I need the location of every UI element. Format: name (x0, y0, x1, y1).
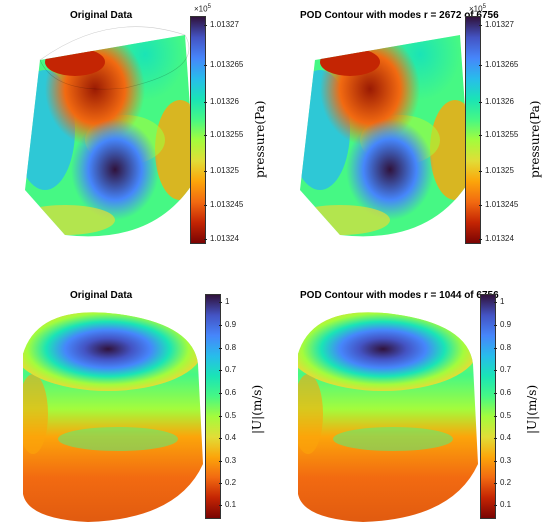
colorbar-tick-mark (494, 325, 497, 326)
colorbar-tick-mark (204, 171, 207, 172)
colorbar-tick: 0.7 (500, 365, 512, 374)
panel-velocity-original: Original Data (0, 264, 275, 528)
colorbar-tick: 1.013265 (210, 60, 244, 69)
colorbar-tick-mark (494, 461, 497, 462)
colorbar-tick-mark (494, 370, 497, 371)
colorbar-tick-mark (219, 348, 222, 349)
colorbar-tick: 1.01326 (210, 97, 239, 106)
panel-title: Original Data (70, 10, 133, 21)
colorbar-tick-mark (204, 135, 207, 136)
colorbar-tick-mark (219, 325, 222, 326)
colorbar-tick: 0.5 (225, 411, 237, 420)
colorbar-tick: 1.013255 (210, 130, 244, 139)
colorbar-tick-mark (479, 239, 482, 240)
colorbar (190, 16, 206, 244)
colorbar (465, 16, 481, 244)
colorbar-tick-mark (494, 302, 497, 303)
colorbar-tick: 0.2 (500, 478, 512, 487)
colorbar-tick-mark (219, 393, 222, 394)
colorbar-exponent: ×105 (194, 4, 211, 14)
colorbar-tick-mark (479, 205, 482, 206)
colorbar-tick: 0.6 (225, 388, 237, 397)
colorbar-tick-mark (204, 205, 207, 206)
colorbar-tick: 0.3 (500, 456, 512, 465)
colorbar-tick: 0.4 (500, 433, 512, 442)
colorbar-tick: 0.4 (225, 433, 237, 442)
colorbar-tick: 0.5 (500, 411, 512, 420)
colorbar-tick: 1 (500, 297, 505, 306)
colorbar-tick-mark (219, 416, 222, 417)
colorbar-tick: 1.013245 (485, 200, 519, 209)
colorbar-tick: 0.9 (500, 320, 512, 329)
panel-pressure-pod: POD Contour with modes r = 2672 of 6756 … (275, 0, 550, 264)
colorbar-tick: 1.01324 (485, 234, 514, 243)
colorbar-label: |U|(m/s) (250, 384, 264, 434)
cylinder-plot (25, 26, 195, 237)
colorbar-tick-mark (479, 171, 482, 172)
colorbar-tick-mark (494, 438, 497, 439)
cylinder-plot (298, 312, 478, 522)
colorbar (205, 294, 221, 519)
colorbar-tick-mark (219, 505, 222, 506)
colorbar-tick-mark (494, 416, 497, 417)
colorbar-tick-mark (219, 302, 222, 303)
colorbar-exponent: ×105 (469, 4, 486, 14)
colorbar-tick-mark (204, 102, 207, 103)
colorbar-tick-mark (219, 370, 222, 371)
cylinder-plot (23, 312, 203, 522)
colorbar-tick-mark (204, 239, 207, 240)
colorbar-tick: 1 (225, 297, 230, 306)
colorbar-tick: 1.013245 (210, 200, 244, 209)
colorbar-tick: 0.6 (500, 388, 512, 397)
panel-velocity-pod: POD Contour with modes r = 1044 of 6756 (275, 264, 550, 528)
colorbar-tick: 0.7 (225, 365, 237, 374)
colorbar-tick: 1.013265 (485, 60, 519, 69)
colorbar-tick: 1.01326 (485, 97, 514, 106)
colorbar-tick-mark (204, 25, 207, 26)
colorbar-tick-mark (494, 348, 497, 349)
colorbar (480, 294, 496, 519)
panel-title: Original Data (70, 290, 133, 301)
colorbar-tick: 0.9 (225, 320, 237, 329)
colorbar-tick: 0.1 (500, 500, 512, 509)
colorbar-tick-mark (219, 438, 222, 439)
panel-pressure-original: Original Data ×105 1.01327 1.013265 1.01… (0, 0, 275, 264)
colorbar-tick-mark (479, 25, 482, 26)
colorbar-tick: 0.2 (225, 478, 237, 487)
colorbar-tick: 0.3 (225, 456, 237, 465)
colorbar-tick: 1.01327 (485, 20, 514, 29)
colorbar-tick-mark (479, 65, 482, 66)
colorbar-tick: 1.01325 (485, 166, 514, 175)
colorbar-label: pressure(Pa) (253, 100, 267, 178)
colorbar-tick: 1.01324 (210, 234, 239, 243)
colorbar-tick-mark (479, 135, 482, 136)
colorbar-tick-mark (204, 65, 207, 66)
colorbar-tick-mark (494, 505, 497, 506)
panel-title: POD Contour with modes r = 1044 of 6756 (300, 290, 499, 301)
panel-title: POD Contour with modes r = 2672 of 6756 (300, 10, 499, 21)
colorbar-tick-mark (219, 461, 222, 462)
colorbar-tick: 1.01325 (210, 166, 239, 175)
colorbar-tick: 1.013255 (485, 130, 519, 139)
colorbar-label: pressure(Pa) (528, 100, 542, 178)
colorbar-label: |U|(m/s) (525, 384, 539, 434)
cylinder-plot (300, 35, 470, 237)
colorbar-tick: 1.01327 (210, 20, 239, 29)
colorbar-tick-mark (494, 393, 497, 394)
colorbar-tick-mark (219, 483, 222, 484)
colorbar-tick: 0.8 (225, 343, 237, 352)
colorbar-tick: 0.8 (500, 343, 512, 352)
colorbar-tick: 0.1 (225, 500, 237, 509)
colorbar-tick-mark (494, 483, 497, 484)
colorbar-tick-mark (479, 102, 482, 103)
